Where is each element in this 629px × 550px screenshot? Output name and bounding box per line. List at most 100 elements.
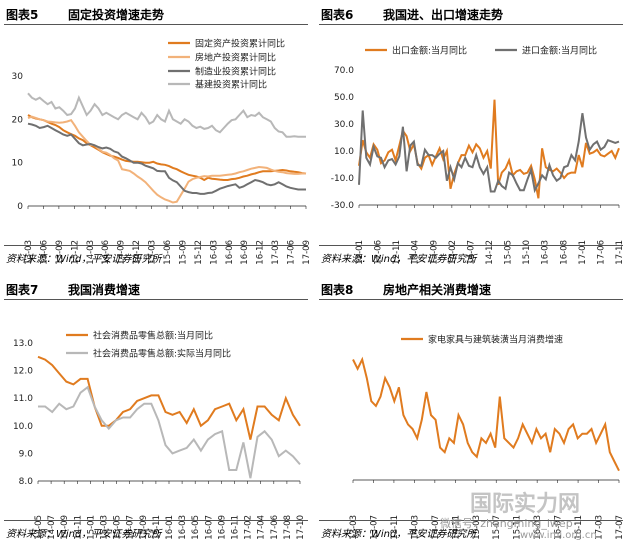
y-tick-label: 10.0 bbox=[334, 147, 354, 157]
x-tick-label: 16-07 bbox=[554, 515, 564, 540]
chart-panel-housing-consumption: 图表8 房地产相关消费增速 13-03 13-07 13-11 14-03 14-07 14… bbox=[315, 275, 629, 550]
series-line bbox=[358, 110, 620, 194]
x-tick-label: 13-06 bbox=[39, 240, 49, 265]
x-tick-label: 17-04 bbox=[257, 515, 267, 540]
chart-title-text: 我国消费增速 bbox=[68, 283, 141, 297]
x-tick-label: 14-03 bbox=[410, 515, 420, 540]
source-rule bbox=[4, 520, 308, 521]
legend-label: 社会消费品零售总额:当月同比 bbox=[93, 330, 213, 342]
y-tick-label: 10.0 bbox=[13, 422, 33, 432]
x-tick-label: 16-08 bbox=[559, 240, 569, 265]
x-tick-label: 13-09 bbox=[55, 240, 65, 265]
x-tick-label: 13-11 bbox=[390, 515, 400, 540]
watermark-wechat: 微信号: zhangming_iwep bbox=[440, 517, 573, 530]
legend-label: 社会消费品零售总额:实际当月同比 bbox=[93, 348, 231, 360]
x-tick-label: 16-03 bbox=[209, 240, 219, 265]
x-tick-label: 15-03 bbox=[148, 240, 158, 265]
x-tick-label: 15-11 bbox=[152, 515, 162, 540]
x-tick-label: 15-05 bbox=[113, 515, 123, 540]
x-tick-label: 17-09 bbox=[302, 240, 312, 265]
x-tick-label: 14-09 bbox=[117, 240, 127, 265]
chart-title: 图表8 房地产相关消费增速 bbox=[321, 281, 623, 297]
source-rule bbox=[319, 245, 623, 246]
legend-label: 房地产投资累计同比 bbox=[195, 52, 276, 64]
x-tick-label: 14-03 bbox=[86, 240, 96, 265]
series-line bbox=[38, 385, 301, 479]
legend-label: 制造业投资累计同比 bbox=[195, 66, 276, 78]
x-tick-label: 16-03 bbox=[178, 515, 188, 540]
chart-panel-trade: 图表6 我国进、出口增速走势 -30.0 -10.0 10.0 30.0 50.0 70.0… bbox=[315, 0, 629, 275]
x-tick-label: 17-03 bbox=[271, 240, 281, 265]
chart-panel-fixed-investment: 图表5 固定投资增速走势 0 10 20 30 13-03 13-06 13-09 13-12 1… bbox=[0, 0, 314, 275]
series-line bbox=[27, 114, 307, 182]
x-tick-label: 15-03 bbox=[100, 515, 110, 540]
title-rule bbox=[319, 24, 623, 25]
chart-consumption: 8.0 9.0 10.0 11.0 12.0 13.0 14-05 14-07 14-09 14-… bbox=[13, 330, 306, 540]
x-tick-label: 17-06 bbox=[287, 240, 297, 265]
y-tick-label: -10.0 bbox=[331, 174, 355, 184]
legend-label: 固定资产投资累计同比 bbox=[195, 38, 285, 50]
x-tick-label: 13-03 bbox=[24, 240, 34, 265]
series-line bbox=[27, 122, 306, 195]
y-tick-label: 9.0 bbox=[19, 449, 34, 459]
x-tick-label: 13-09 bbox=[429, 240, 439, 265]
x-tick-label: 17-11 bbox=[615, 240, 625, 265]
x-tick-label: 14-07 bbox=[466, 240, 476, 265]
title-rule bbox=[319, 299, 623, 300]
x-tick-label: 16-12 bbox=[256, 240, 266, 265]
y-tick-label: 30.0 bbox=[334, 120, 354, 130]
legend-label: 基建投资累计同比 bbox=[195, 79, 267, 91]
series-line bbox=[27, 92, 306, 138]
x-tick-label: 14-11 bbox=[451, 515, 461, 540]
y-tick-label: 70.0 bbox=[334, 66, 354, 76]
legend-label: 出口金额:当月同比 bbox=[392, 45, 467, 57]
y-tick-label: 50.0 bbox=[334, 93, 354, 103]
title-rule bbox=[4, 299, 308, 300]
x-tick-label: 16-03 bbox=[533, 515, 543, 540]
chart-number: 图表8 bbox=[321, 283, 354, 297]
x-tick-label: 15-07 bbox=[126, 515, 136, 540]
x-tick-label: 17-01 bbox=[578, 240, 588, 265]
y-tick-label: -30.0 bbox=[331, 201, 355, 211]
x-tick-label: 13-04 bbox=[411, 240, 421, 265]
x-tick-label: 17-02 bbox=[244, 515, 254, 540]
chart-trade: -30.0 -10.0 10.0 30.0 50.0 70.0 12-01 12-06 12-1… bbox=[331, 45, 625, 265]
x-tick-label: 14-06 bbox=[101, 240, 111, 265]
y-tick-label: 30 bbox=[12, 72, 24, 82]
source-note: 资料来源：Wind，平安证券研究所 bbox=[6, 254, 162, 265]
x-tick-label: 12-11 bbox=[392, 240, 402, 265]
source-note: 资料来源：Wind，平安证券研究所 bbox=[321, 529, 477, 540]
source-note: 资料来源：Wind，平安证券研究所 bbox=[321, 254, 477, 265]
x-tick-label: 17-10 bbox=[296, 515, 306, 540]
x-tick-label: 16-06 bbox=[225, 240, 235, 265]
chart-panel-consumption: 图表7 我国消费增速 8.0 9.0 10.0 11.0 12.0 13.0 14-05 14-… bbox=[0, 275, 314, 550]
chart-title: 图表6 我国进、出口增速走势 bbox=[321, 6, 623, 22]
source-rule bbox=[4, 245, 308, 246]
chart-title: 图表5 固定投资增速走势 bbox=[6, 6, 308, 22]
x-tick-label: 16-11 bbox=[231, 515, 241, 540]
series-line bbox=[37, 355, 301, 440]
y-tick-label: 8.0 bbox=[19, 477, 34, 487]
chart-fixed-investment: 0 10 20 30 13-03 13-06 13-09 13-12 14-03 14-06 14-… bbox=[12, 38, 312, 265]
x-tick-label: 16-07 bbox=[204, 515, 214, 540]
x-tick-label: 14-05 bbox=[34, 515, 44, 540]
watermark-site: www.imi.org.cn bbox=[520, 530, 597, 541]
x-tick-label: 14-09 bbox=[60, 515, 70, 540]
x-tick-label: 14-11 bbox=[73, 515, 83, 540]
x-tick-label: 16-01 bbox=[165, 515, 175, 540]
x-tick-label: 15-09 bbox=[139, 515, 149, 540]
chart-number: 图表6 bbox=[321, 8, 354, 22]
x-tick-label: 12-01 bbox=[355, 240, 365, 265]
x-tick-label: 14-12 bbox=[132, 240, 142, 265]
x-tick-label: 14-07 bbox=[47, 515, 57, 540]
x-tick-label: 15-10 bbox=[522, 240, 532, 265]
x-tick-label: 17-07 bbox=[615, 515, 625, 540]
y-tick-label: 0 bbox=[17, 202, 23, 212]
chart-title: 图表7 我国消费增速 bbox=[6, 281, 308, 297]
x-tick-label: 13-12 bbox=[70, 240, 80, 265]
x-tick-label: 14-12 bbox=[485, 240, 495, 265]
source-note: 资料来源：Wind，平安证券研究所 bbox=[6, 529, 162, 540]
x-tick-label: 17-08 bbox=[283, 515, 293, 540]
y-tick-label: 11.0 bbox=[13, 394, 33, 404]
x-tick-label: 15-11 bbox=[513, 515, 523, 540]
